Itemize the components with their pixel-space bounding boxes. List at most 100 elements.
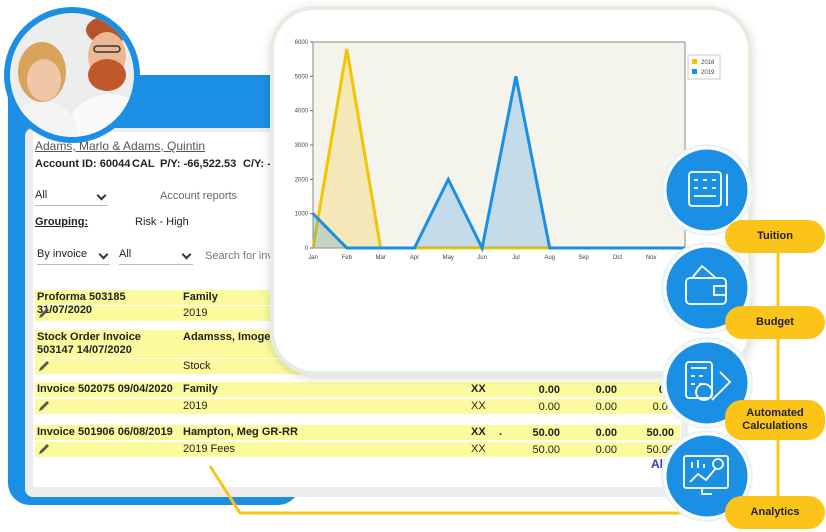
cell: Stock — [183, 360, 211, 372]
x-tick-label: May — [443, 255, 454, 261]
pencil — [39, 401, 49, 411]
legend-swatch — [692, 59, 697, 64]
avatar — [4, 7, 140, 143]
cell: 50.00 — [646, 427, 674, 439]
x-tick-label: Apr — [410, 255, 419, 261]
icon-part — [691, 367, 732, 401]
y-tick-label: 3000 — [295, 143, 309, 149]
cell: 50.00 — [532, 444, 560, 456]
icon-part — [691, 264, 717, 279]
search-input[interactable]: Search for inv — [205, 250, 273, 262]
icon — [685, 264, 727, 305]
pencil — [39, 361, 49, 371]
by-select[interactable]: By invoice — [37, 248, 110, 265]
icon-part — [694, 179, 716, 197]
icon-circle — [663, 432, 751, 520]
cell: 2019 Fees — [183, 443, 235, 455]
type-select[interactable]: All — [119, 248, 193, 265]
y-tick-label: 0 — [305, 246, 309, 252]
row-band — [35, 425, 680, 440]
reports-select[interactable]: Account reports — [160, 190, 238, 202]
icon-part — [712, 458, 724, 470]
row-band — [35, 442, 680, 457]
cell: XX — [471, 443, 486, 455]
y-tick-label: 4000 — [295, 109, 309, 115]
cell: 0.00 — [538, 384, 560, 396]
account-id: Account ID: 60044 — [35, 158, 131, 170]
icon-part — [695, 383, 713, 401]
x-tick-label: Jul — [512, 255, 520, 261]
line — [311, 76, 685, 253]
grouping-label: Grouping: — [35, 216, 89, 228]
cell: 0.00 — [595, 444, 617, 456]
icon-part — [688, 171, 722, 207]
cell: Family — [183, 291, 218, 303]
cell: Invoice 502075 09/04/2020 — [37, 383, 173, 395]
y-tick-label: 6000 — [295, 40, 309, 46]
cell: 0.00 — [538, 401, 560, 413]
icon-part — [713, 285, 727, 296]
icon-circle — [663, 146, 751, 234]
cell: Family — [183, 383, 218, 395]
account-cy: C/Y: - — [243, 158, 271, 170]
icon-part — [683, 455, 729, 489]
account-cal: CAL — [132, 158, 155, 170]
cell: 0.00 — [595, 427, 617, 439]
cell: 2019 — [183, 400, 208, 412]
legend-label: 2019 — [701, 70, 715, 76]
icon — [685, 361, 732, 401]
cell: . — [499, 426, 503, 438]
cell: 2019 — [183, 307, 208, 319]
status-select[interactable]: All — [35, 189, 108, 206]
x-tick-label: Feb — [342, 255, 353, 261]
cell: Hampton, Meg GR-RR — [183, 426, 298, 438]
connector-line — [208, 465, 725, 515]
feature-label: Automated Calculations — [725, 400, 825, 440]
legend-swatch — [692, 69, 697, 74]
cell: Adamsss, Imogens G — [183, 331, 295, 343]
pencil — [39, 308, 49, 318]
icon-circle — [663, 339, 751, 427]
cell: 0.00 — [595, 401, 617, 413]
account-py: P/Y: -66,522.53 — [160, 158, 237, 170]
cell: XX — [471, 383, 486, 395]
grouping-value[interactable]: Risk - High — [135, 216, 189, 228]
y-tick-label: 2000 — [295, 177, 309, 183]
cell: Proforma 503185 31/07/2020 — [37, 291, 126, 316]
icon-part — [689, 460, 717, 495]
edit-icon[interactable] — [37, 442, 51, 456]
icon — [688, 171, 728, 207]
feature-label: Budget — [725, 306, 825, 339]
x-tick-label: Nov — [646, 255, 657, 261]
area — [313, 76, 685, 248]
legend-label: 2018 — [701, 60, 715, 66]
edit-icon[interactable] — [37, 359, 51, 373]
x-tick-label: Aug — [544, 255, 555, 261]
area — [313, 48, 550, 248]
edit-icon[interactable] — [37, 399, 51, 413]
cell: Invoice 501906 06/08/2019 — [37, 426, 173, 438]
cell: XX — [471, 400, 486, 412]
cell: Stock Order Invoice 503147 14/07/2020 — [37, 331, 141, 356]
feature-icons — [661, 144, 753, 522]
feature-label: Analytics — [725, 496, 825, 529]
pencil — [39, 444, 49, 454]
edit-icon[interactable] — [37, 306, 51, 320]
row-band — [35, 399, 680, 414]
row-band — [35, 382, 680, 397]
cell: XX — [471, 426, 486, 438]
y-tick-label: 1000 — [295, 212, 309, 218]
cell: 50.00 — [532, 427, 560, 439]
feature-label: Tuition — [725, 220, 825, 253]
x-tick-label: Jun — [477, 255, 487, 261]
cell: 0.00 — [595, 384, 617, 396]
y-tick-label: 5000 — [295, 74, 309, 80]
x-tick-label: Mar — [375, 255, 385, 261]
cell: 50.00 — [646, 444, 674, 456]
x-tick-label: Oct — [613, 255, 623, 261]
line — [311, 48, 550, 250]
icon-circle — [663, 244, 751, 332]
